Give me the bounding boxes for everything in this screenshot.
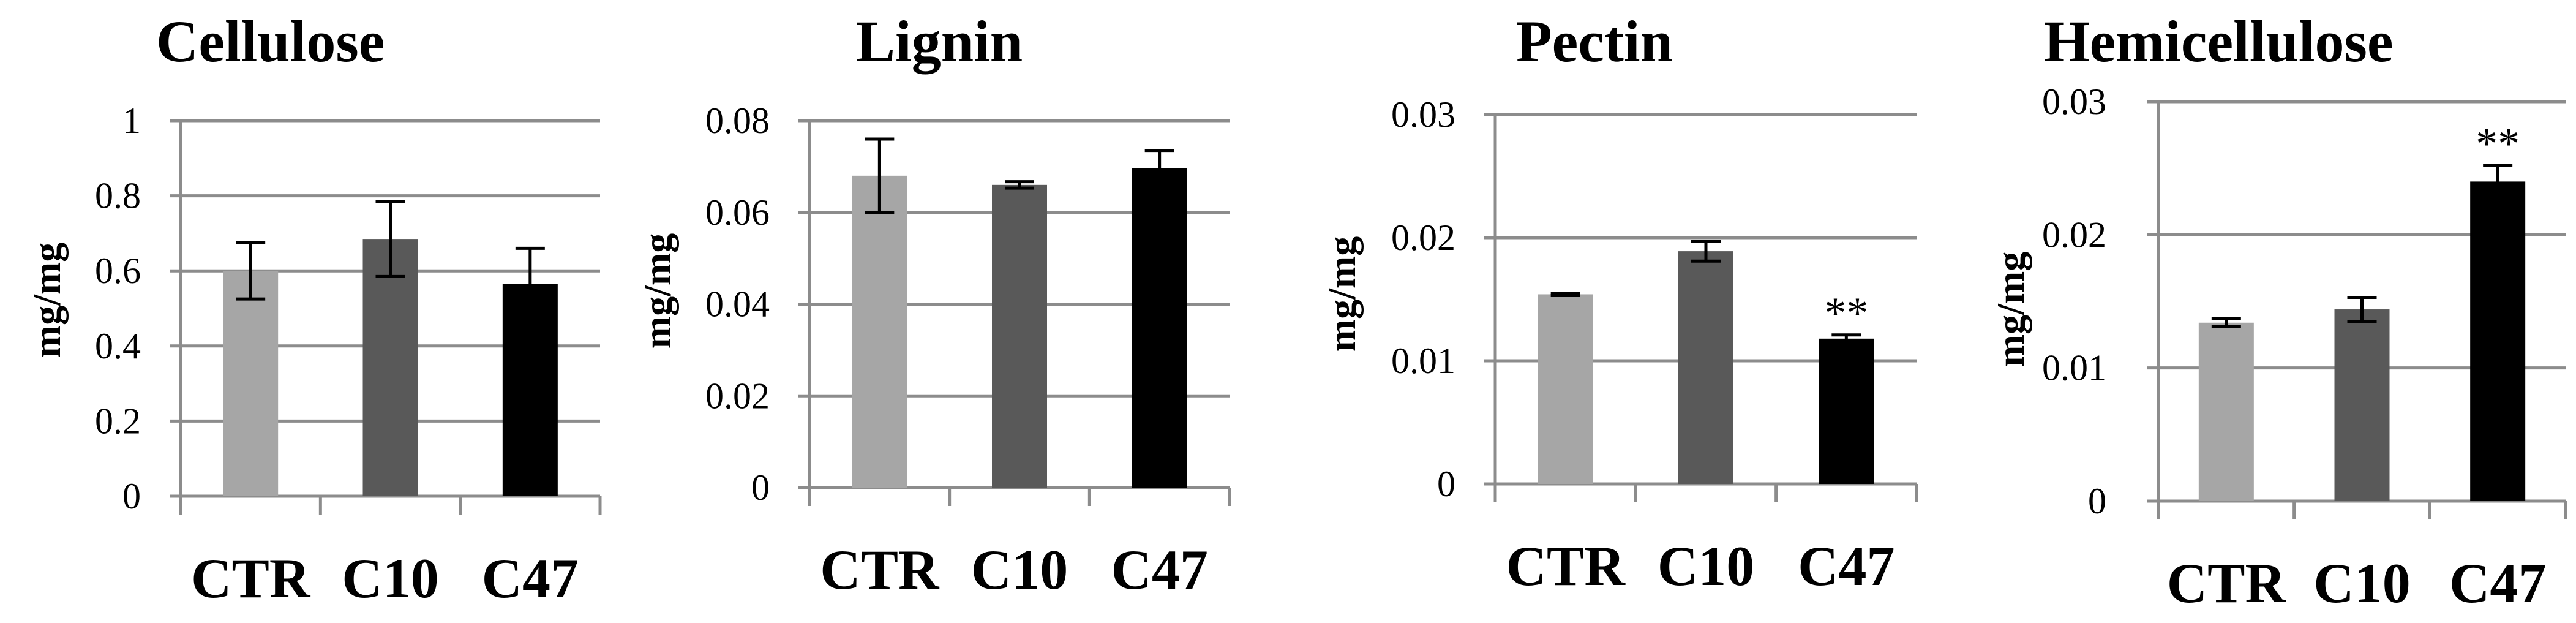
bar-c47: [1132, 168, 1187, 488]
x-category-label: C10: [2313, 552, 2410, 614]
y-tick-label: 0.02: [705, 376, 770, 416]
chart-panel-pectin: Pectin mg/mg 0 0.01 0.02 0.03 CTR C10 ** C47: [1320, 9, 1918, 597]
bar-c10: [1678, 251, 1733, 484]
y-tick-label: 0.01: [2042, 348, 2106, 388]
bar-c47: [1819, 338, 1874, 484]
y-axis-label: mg/mg: [636, 233, 679, 349]
x-category-label: C10: [1658, 535, 1754, 597]
x-category-label: C47: [482, 547, 579, 610]
bar-ctr: [1538, 294, 1593, 484]
y-tick-label: 0.01: [1391, 341, 1455, 381]
x-category-label: CTR: [2167, 552, 2287, 614]
bar-c10: [362, 239, 418, 496]
y-tick-label: 0.02: [2042, 214, 2106, 255]
y-tick-label: 0.03: [2042, 81, 2106, 122]
y-tick-label: 1: [122, 100, 141, 141]
chart-title: Hemicellulose: [2044, 9, 2394, 74]
y-tick-label: 0.06: [705, 192, 770, 233]
significance-marker: **: [1824, 289, 1868, 338]
y-tick-label: 0: [2088, 481, 2106, 521]
x-category-label: C47: [1111, 538, 1207, 601]
bar-ctr: [852, 175, 907, 488]
y-axis-label: mg/mg: [1989, 252, 2032, 367]
y-axis-label: mg/mg: [25, 243, 69, 358]
x-category-label: C47: [2449, 552, 2546, 614]
chart-title: Pectin: [1516, 9, 1673, 74]
bar-c47: [2470, 181, 2526, 501]
y-tick-label: 0.6: [95, 251, 141, 291]
y-tick-label: 0.04: [705, 284, 770, 325]
significance-marker: **: [2476, 119, 2520, 168]
y-tick-label: 0.03: [1391, 94, 1455, 135]
y-tick-label: 0: [122, 476, 141, 516]
x-category-label: C10: [342, 547, 438, 610]
y-tick-label: 0.8: [95, 176, 141, 216]
y-tick-label: 0: [751, 467, 770, 508]
bar-ctr: [223, 271, 279, 496]
x-category-label: C47: [1798, 535, 1894, 597]
y-tick-label: 0: [1437, 464, 1455, 504]
chart-panel-hemicellulose: Hemicellulose mg/mg 0 0.01 0.02 0.03 CTR C10 ** C…: [1989, 9, 2567, 614]
y-tick-label: 0.4: [95, 326, 141, 366]
y-tick-label: 0.02: [1391, 217, 1455, 258]
x-category-label: CTR: [191, 547, 311, 610]
x-category-label: CTR: [1506, 535, 1626, 597]
chart-title: Lignin: [856, 9, 1023, 74]
y-tick-label: 0.2: [95, 401, 141, 441]
bar-c10: [2334, 309, 2390, 501]
bar-ctr: [2198, 322, 2254, 501]
y-tick-label: 0.08: [705, 100, 770, 141]
chart-panel-lignin: Lignin mg/mg 0 0.02 0.04 0.06 0.08 CTR C10 C47: [636, 9, 1231, 601]
x-category-label: CTR: [820, 538, 940, 601]
chart-title: Cellulose: [156, 9, 385, 74]
y-axis-label: mg/mg: [1320, 236, 1364, 352]
x-category-label: C10: [971, 538, 1068, 601]
bar-c10: [992, 184, 1047, 488]
chart-panel-cellulose: Cellulose mg/mg 0 0.2 0.4 0.6 0.8 1 CTR C10 C47: [25, 9, 602, 610]
